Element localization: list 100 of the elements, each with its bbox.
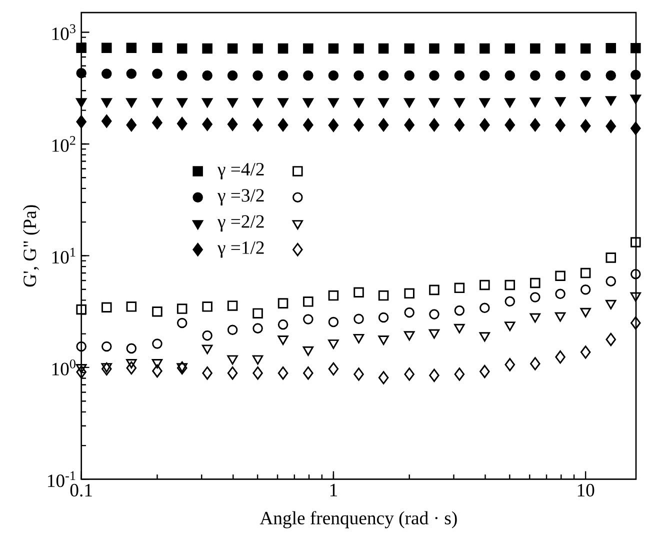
point [126, 343, 137, 354]
point [480, 118, 490, 132]
point [480, 302, 490, 313]
point [404, 118, 414, 132]
point [152, 338, 162, 349]
point [278, 70, 288, 81]
point [404, 43, 414, 54]
point [504, 321, 516, 331]
point [580, 345, 591, 359]
point [252, 308, 263, 318]
point [227, 43, 238, 54]
point [278, 98, 288, 108]
point [76, 42, 86, 53]
point [454, 305, 465, 316]
point [555, 270, 566, 281]
point [202, 43, 212, 54]
point [302, 98, 314, 108]
point [378, 43, 389, 54]
point [152, 98, 163, 108]
point [102, 114, 112, 128]
point [606, 42, 616, 54]
point [580, 284, 591, 295]
point [328, 290, 339, 301]
point [454, 324, 465, 334]
y-tick-label: 10$^{3}$ [52, 24, 76, 40]
point [76, 68, 86, 78]
point [580, 268, 591, 278]
point [328, 70, 339, 81]
point [354, 43, 364, 54]
point [404, 98, 415, 108]
point [252, 43, 263, 54]
point [328, 339, 339, 349]
y-tick-label: 10$^{1}$ [52, 248, 76, 264]
point [278, 43, 288, 54]
point [176, 318, 188, 328]
point [378, 98, 389, 108]
point [76, 365, 86, 379]
point [252, 70, 263, 81]
point [606, 252, 616, 263]
point [606, 300, 616, 310]
point [176, 43, 188, 54]
point [102, 341, 112, 352]
point [101, 98, 112, 108]
point [252, 323, 263, 334]
legend-label: γ =4/2 [217, 162, 264, 180]
point [504, 280, 516, 290]
point [102, 68, 112, 79]
point [480, 70, 490, 81]
point [176, 70, 188, 81]
point [504, 358, 516, 372]
point [176, 98, 188, 108]
point [101, 363, 112, 372]
point [530, 278, 540, 288]
point [278, 319, 288, 330]
point [126, 68, 137, 79]
legend-label: γ =2/2 [217, 215, 264, 232]
point [378, 335, 389, 345]
point [580, 308, 591, 318]
point [278, 366, 288, 380]
point [227, 118, 238, 131]
point [630, 237, 641, 248]
point [152, 116, 162, 130]
point [606, 276, 616, 286]
point [354, 287, 364, 298]
point [278, 335, 288, 345]
point [555, 43, 566, 54]
point [76, 341, 86, 352]
point [504, 98, 516, 108]
point [126, 301, 137, 312]
point [76, 98, 87, 108]
point [126, 42, 137, 53]
point [429, 309, 440, 320]
point [504, 118, 516, 132]
point [227, 324, 238, 335]
point [126, 98, 137, 108]
point [630, 292, 642, 302]
point [126, 358, 137, 368]
point [530, 98, 541, 108]
point [454, 368, 465, 381]
point [202, 366, 212, 380]
point [152, 42, 162, 53]
point [530, 292, 540, 302]
point [227, 300, 238, 311]
point [630, 268, 641, 280]
point [606, 332, 616, 346]
point [429, 43, 440, 54]
point [378, 70, 389, 81]
point [176, 116, 188, 130]
point [580, 119, 591, 132]
point [454, 43, 465, 54]
point [354, 368, 364, 381]
point [354, 118, 364, 132]
point [202, 70, 212, 81]
point [202, 330, 212, 341]
point [404, 288, 414, 298]
point [303, 366, 314, 380]
point [530, 357, 540, 370]
point [454, 118, 465, 132]
point [404, 307, 414, 318]
point [479, 98, 490, 108]
